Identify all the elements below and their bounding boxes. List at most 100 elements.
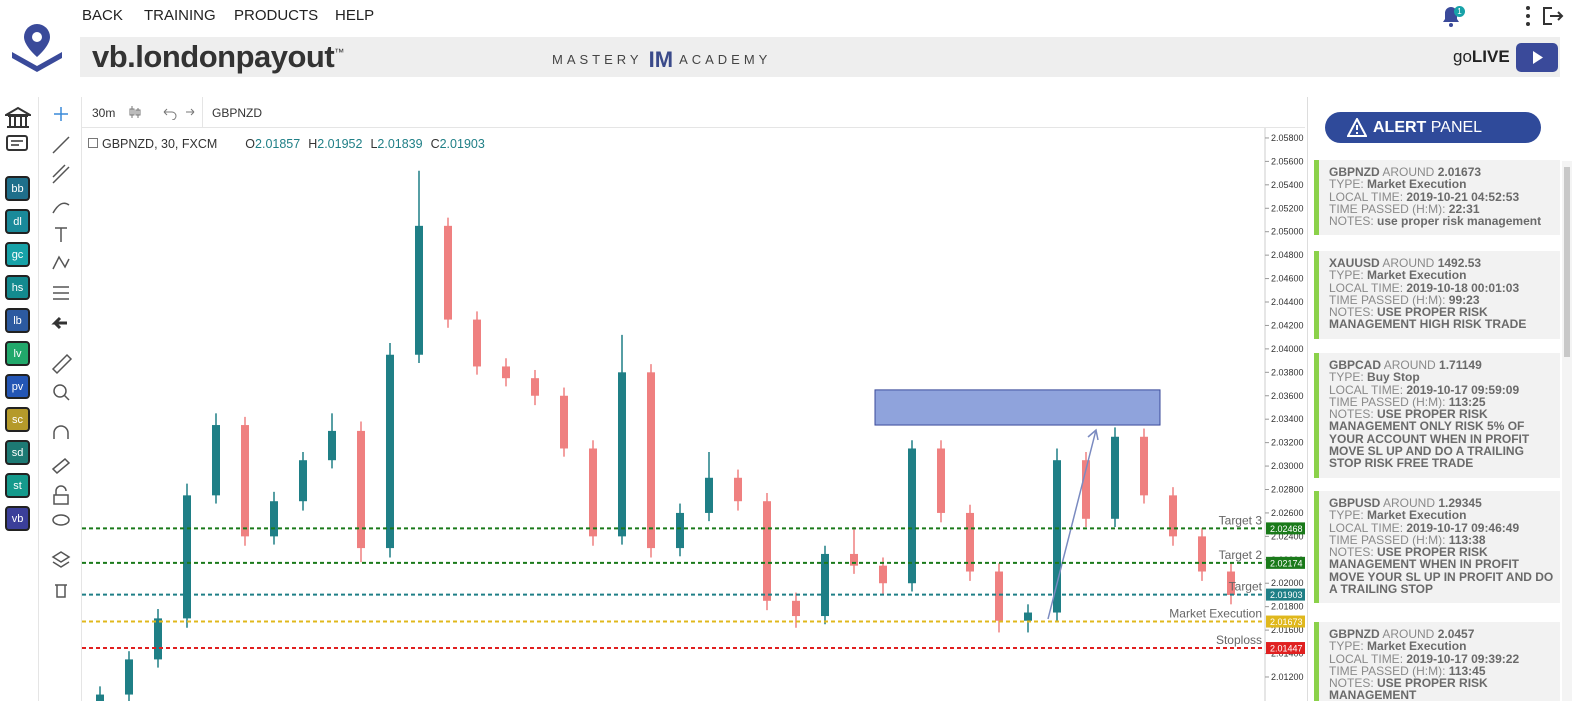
candle-body — [1227, 571, 1235, 595]
alert-line: LOCAL TIME: 2019-10-18 00:01:03 — [1329, 281, 1554, 294]
level-value: 2.01903 — [1270, 590, 1303, 600]
y-tick-label: 2.02800 — [1271, 484, 1304, 494]
alert-label: TYPE: — [1329, 370, 1364, 385]
alert-value: USE PROPER RISK MANAGEMENT WHEN IN PROFI… — [1329, 545, 1554, 597]
candle-body — [1053, 460, 1061, 613]
app-button[interactable]: sc — [5, 407, 30, 432]
level-value: 2.01447 — [1270, 644, 1303, 654]
toolbar-symbol[interactable]: GBPNZD — [212, 106, 263, 120]
candle-body — [270, 501, 278, 537]
alert-panel-button[interactable]: ALERT PANEL — [1325, 112, 1541, 143]
alert-value: GBPUSD — [1329, 496, 1381, 510]
y-tick-label: 2.03200 — [1271, 438, 1304, 448]
scrollbar[interactable] — [1562, 161, 1572, 701]
app-sidebar: bb dl gc hs lb lv pv sc sd st vb — [0, 97, 38, 701]
candle-body — [1169, 495, 1177, 537]
alert-card: GBPNZD AROUND 2.01673 TYPE: Market Execu… — [1314, 160, 1560, 236]
alert-label: LOCAL TIME: — [1329, 189, 1404, 204]
candle-body — [995, 571, 1003, 621]
candle-body — [1024, 612, 1032, 621]
ohlc-key: C — [430, 137, 440, 151]
app-button[interactable]: lv — [5, 341, 30, 366]
ohlc-value: 2.01952 — [317, 137, 363, 151]
alert-card: GBPCAD AROUND 1.71149 TYPE: Buy Stop LOC… — [1314, 353, 1560, 478]
candle-body — [705, 477, 713, 513]
app-button[interactable]: gc — [5, 242, 30, 267]
alert-value: Market Execution — [1367, 177, 1467, 192]
alert-line: LOCAL TIME: 2019-10-17 09:39:22 — [1329, 652, 1554, 665]
golive-text: go — [1453, 47, 1472, 66]
candle-body — [444, 225, 452, 320]
alert-label: TIME PASSED (H:M): — [1329, 394, 1446, 409]
alert-line: NOTES: USE PROPER RISK MANAGEMENT HIGH R… — [1329, 306, 1554, 331]
alert-line: NOTES: USE PROPER RISK MANAGEMENT ONLY R… — [1329, 408, 1554, 470]
alert-line: LOCAL TIME: 2019-10-17 09:46:49 — [1329, 520, 1554, 535]
app-button[interactable]: pv — [5, 374, 30, 399]
y-tick-label: 2.02000 — [1271, 578, 1304, 588]
level-value: 2.02174 — [1270, 558, 1303, 568]
golive[interactable]: goLIVE — [1453, 47, 1510, 67]
candle-body — [676, 512, 684, 549]
y-tick-label: 2.04000 — [1271, 344, 1304, 354]
candle-body — [386, 354, 394, 549]
alert-label: NOTES: — [1329, 545, 1374, 560]
alert-value: 2.0457 — [1437, 627, 1475, 641]
toolbar-icons — [129, 106, 195, 120]
alert-line: TYPE: Market Execution — [1329, 640, 1554, 652]
alert-line: TYPE: Market Execution — [1329, 178, 1554, 190]
app-button[interactable]: dl — [5, 209, 30, 234]
alert-label: TYPE: — [1329, 508, 1364, 523]
y-tick-label: 2.02400 — [1271, 531, 1304, 541]
y-tick-label: 2.05200 — [1271, 203, 1304, 213]
alert-line: NOTES: USE PROPER RISK MANAGEMENT — [1329, 677, 1554, 701]
alert-value: GBPNZD — [1329, 165, 1380, 179]
menu-icons[interactable] — [1522, 4, 1572, 28]
alert-label: AROUND — [1383, 358, 1436, 372]
alert-label: AROUND — [1382, 256, 1435, 270]
y-tick-label: 2.03000 — [1271, 461, 1304, 471]
play-button[interactable] — [1516, 43, 1558, 72]
ohlc-value: 2.01839 — [377, 137, 423, 151]
level-tag — [1266, 556, 1305, 569]
alert-value: 1.71149 — [1439, 358, 1482, 372]
y-tick-label: 2.01600 — [1271, 625, 1304, 635]
app-button[interactable]: vb — [5, 506, 30, 531]
alert-card: GBPUSD AROUND 1.29345 TYPE: Market Execu… — [1314, 491, 1560, 604]
nav-link[interactable]: HELP — [335, 7, 375, 24]
nav-link[interactable]: BACK — [82, 7, 123, 24]
candle-body — [241, 425, 249, 537]
alert-value: 2019-10-17 09:46:49 — [1406, 520, 1520, 535]
trend-arrow — [1047, 428, 1099, 620]
app-button[interactable]: sd — [5, 440, 30, 465]
nav-link[interactable]: TRAINING — [144, 7, 216, 24]
candle-body — [589, 448, 597, 537]
level-tag — [1266, 642, 1305, 655]
alert-line: TYPE: Market Execution — [1329, 509, 1554, 521]
alert-value: 1492.53 — [1437, 256, 1482, 270]
alert-label: TIME PASSED (H:M): — [1329, 201, 1446, 216]
candle-body — [763, 501, 771, 601]
level-name: Target 3 — [1219, 513, 1263, 527]
app-button[interactable]: st — [5, 473, 30, 498]
alert-title: ALERT — [1373, 119, 1427, 136]
y-tick-label: 2.05400 — [1271, 180, 1304, 190]
alert-value: USE PROPER RISK MANAGEMENT — [1329, 676, 1488, 701]
candle-body — [96, 694, 104, 701]
chart-toolbar: 30m GBPNZD — [82, 97, 1305, 128]
candle-body — [328, 430, 336, 461]
app-button[interactable]: hs — [5, 275, 30, 300]
alert-line: GBPNZD AROUND 2.0457 — [1329, 628, 1554, 640]
chart-legend: GBPNZD, 30, FXCM O2.01857 H2.01952 L2.01839… — [88, 137, 485, 151]
interval[interactable]: 30m — [92, 106, 116, 120]
legend-symbol: GBPNZD, 30, FXCM — [102, 137, 218, 151]
drawing-tools — [38, 97, 82, 701]
zone — [874, 389, 1161, 426]
level-value: 2.01673 — [1270, 617, 1303, 627]
app-button[interactable]: bb — [5, 176, 30, 201]
app-button[interactable]: lb — [5, 308, 30, 333]
y-tick-label: 2.05800 — [1271, 133, 1304, 143]
y-tick-label: 2.05600 — [1271, 156, 1304, 166]
candle-body — [1140, 436, 1148, 496]
brand-name: vb.londonpayout — [92, 39, 335, 74]
nav-link[interactable]: PRODUCTS — [234, 7, 319, 24]
